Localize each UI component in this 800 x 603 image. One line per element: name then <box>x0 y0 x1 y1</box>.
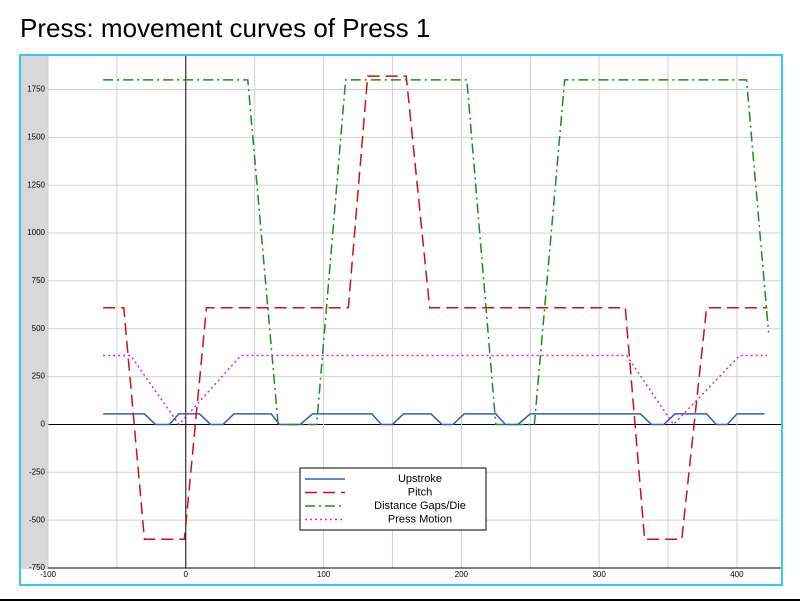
y-tick-label: 1750 <box>27 85 45 94</box>
legend-label: Distance Gaps/Die <box>374 500 466 512</box>
y-tick-label: -750 <box>29 563 46 572</box>
y-tick-label: 750 <box>32 276 46 285</box>
y-tick-label: 1500 <box>27 132 45 141</box>
series-line <box>103 354 768 426</box>
x-tick-label: 0 <box>184 570 189 579</box>
y-tick-label: -500 <box>29 515 46 524</box>
y-tick-label: 0 <box>41 420 46 429</box>
chart-title: Press: movement curves of Press 1 <box>20 13 430 43</box>
y-tick-label: -250 <box>29 467 46 476</box>
legend-label: Upstroke <box>398 473 442 485</box>
x-tick-label: 200 <box>455 570 469 579</box>
axis-band <box>21 56 48 569</box>
x-tick-label: 400 <box>730 570 744 579</box>
y-tick-label: 500 <box>32 324 46 333</box>
x-tick-label: 100 <box>317 570 331 579</box>
series-line <box>103 75 768 541</box>
x-tick-label: -100 <box>40 570 57 579</box>
legend-label: Pitch <box>408 486 432 498</box>
y-tick-label: 1250 <box>27 180 45 189</box>
legend-label: Press Motion <box>388 513 452 525</box>
y-tick-label: 1000 <box>27 228 45 237</box>
x-tick-label: 300 <box>592 570 606 579</box>
series-line <box>103 79 770 426</box>
y-tick-label: 250 <box>32 372 46 381</box>
